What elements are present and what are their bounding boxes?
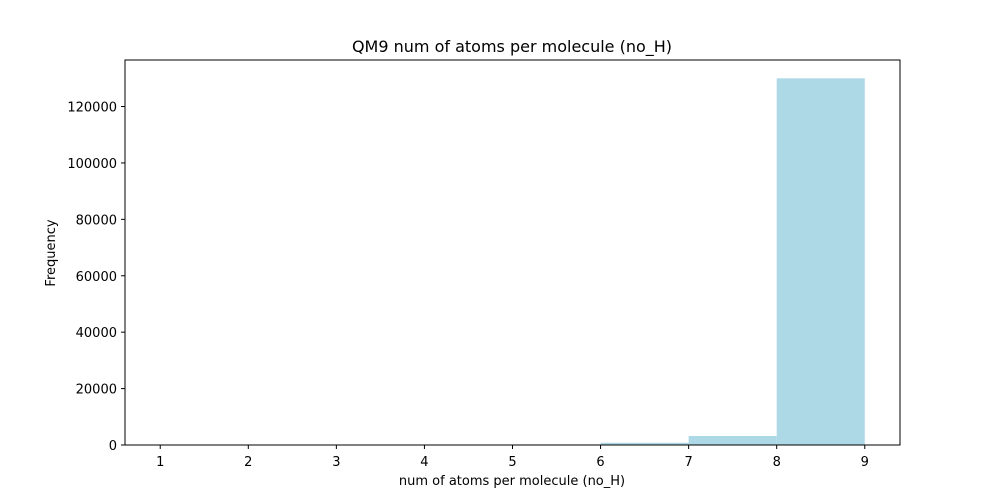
- y-tick-label: 0: [109, 439, 117, 454]
- y-tick-label: 120000: [67, 101, 117, 116]
- x-axis-label: num of atoms per molecule (no_H): [399, 474, 625, 489]
- y-axis-label: Frequency: [44, 219, 59, 286]
- y-tick-label: 40000: [76, 326, 117, 341]
- x-tick-label: 7: [684, 455, 692, 470]
- plot-frame: [124, 59, 901, 446]
- y-tick-label: 80000: [76, 213, 117, 228]
- x-tick-label: 3: [332, 455, 340, 470]
- x-ticks-group: 1 2 3 4 5 6 7 8 9: [156, 445, 869, 470]
- x-tick-label: 9: [861, 455, 869, 470]
- histogram-bar-8-9: [776, 78, 865, 445]
- x-tick-label: 6: [596, 455, 604, 470]
- x-tick-label: 8: [773, 455, 781, 470]
- x-tick-label: 1: [156, 455, 164, 470]
- y-tick-label: 60000: [76, 270, 117, 285]
- chart-title: QM9 num of atoms per molecule (no_H): [352, 37, 672, 57]
- y-tick-label: 20000: [76, 383, 117, 398]
- x-tick-label: 4: [420, 455, 428, 470]
- histogram-bar-6-7: [600, 442, 689, 445]
- histogram-bar-7-8: [688, 435, 777, 445]
- bars-group: [160, 78, 865, 445]
- x-tick-label: 5: [508, 455, 516, 470]
- y-ticks-group: 0 20000 40000 60000 80000 100000 120000: [67, 101, 125, 454]
- y-tick-label: 100000: [67, 157, 117, 172]
- x-tick-label: 2: [244, 455, 252, 470]
